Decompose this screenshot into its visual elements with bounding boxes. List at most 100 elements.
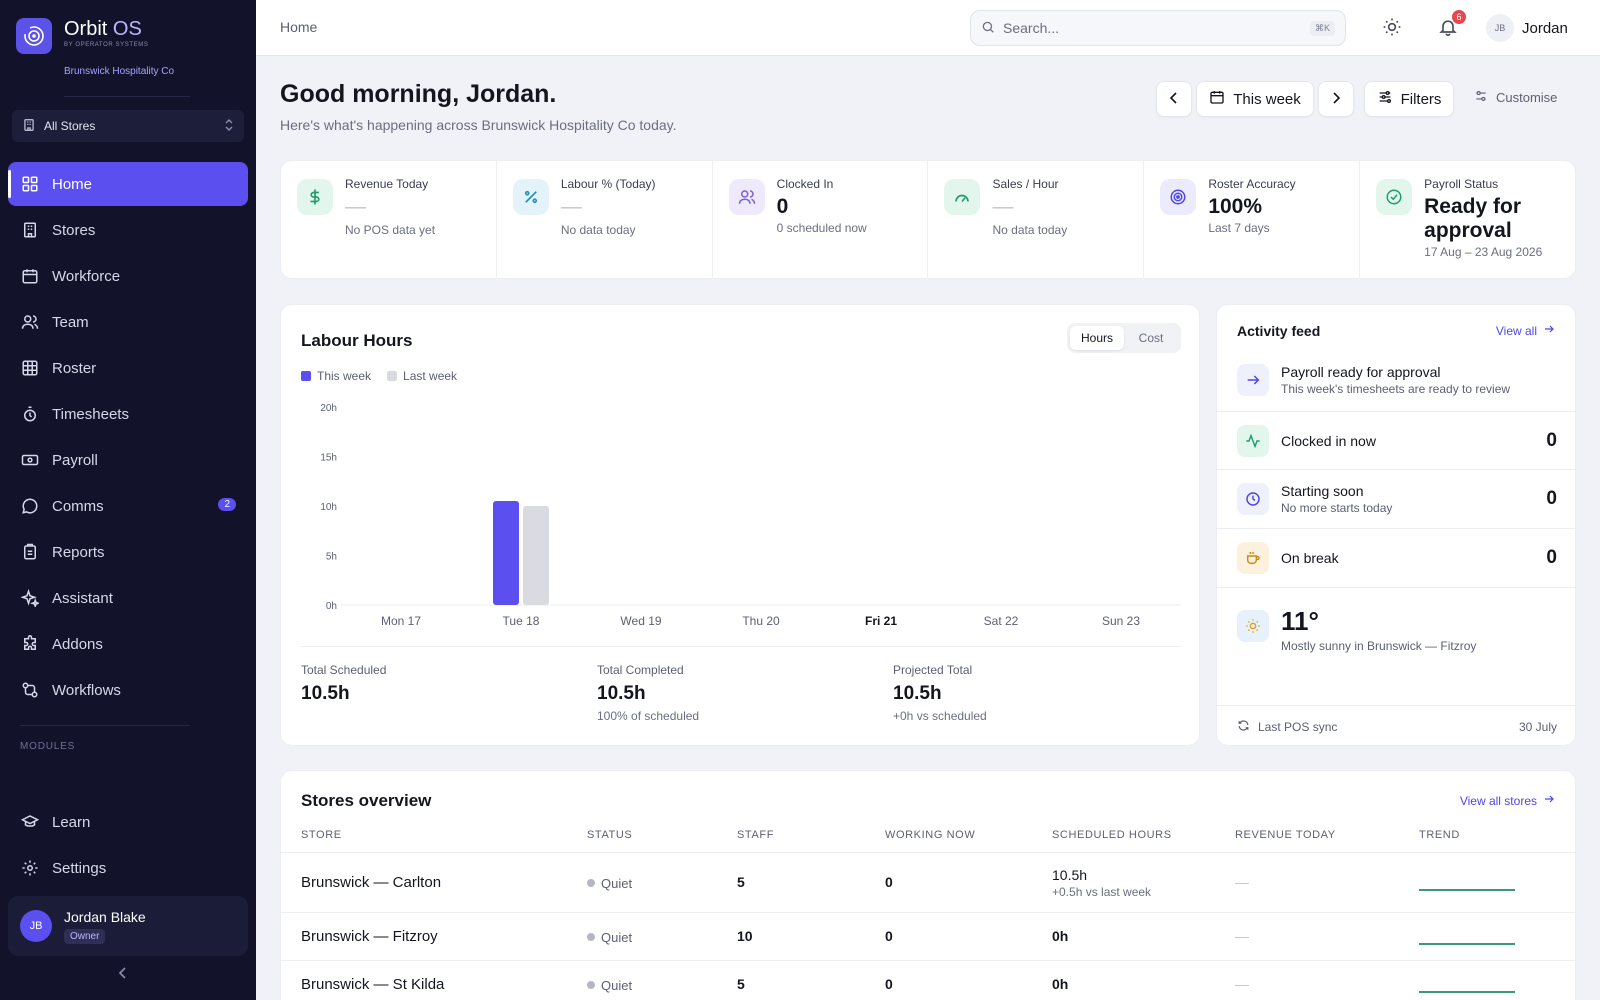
column-header-scheduled-hours[interactable]: SCHEDULED HOURS	[1052, 829, 1172, 841]
refresh-icon[interactable]	[1237, 719, 1250, 735]
table-row[interactable]: Brunswick — Carlton Quiet 5 0 10.5h +0.5…	[281, 852, 1575, 912]
activity-item[interactable]: On break 0	[1217, 528, 1575, 587]
pos-sync-label: Last POS sync	[1258, 719, 1338, 734]
search-box[interactable]: ⌘K	[970, 10, 1346, 46]
column-header-working-now[interactable]: WORKING NOW	[885, 829, 976, 841]
sidebar-item-workforce[interactable]: Workforce	[8, 254, 248, 298]
user-card[interactable]: JB Jordan Blake Owner	[8, 896, 248, 956]
kpi-sub: No data today	[992, 223, 1068, 237]
kpi-sub: No data today	[560, 223, 636, 237]
brand[interactable]: Orbit OS BY OPERATOR SYSTEMS	[16, 18, 148, 54]
sidebar-item-team[interactable]: Team	[8, 300, 248, 344]
sidebar-item-home[interactable]: Home	[8, 162, 248, 206]
theme-toggle-button[interactable]	[1380, 16, 1404, 40]
sidebar-item-addons[interactable]: Addons	[8, 622, 248, 666]
prev-period-button[interactable]	[1156, 81, 1192, 117]
collapse-sidebar-button[interactable]	[118, 966, 128, 982]
legend-label: This week	[317, 369, 372, 383]
toggle-hours[interactable]: Hours	[1070, 326, 1124, 350]
total-label: Projected Total	[893, 663, 973, 677]
activity-item[interactable]: Payroll ready for approval This week's t…	[1217, 349, 1575, 411]
table-row[interactable]: Brunswick — St Kilda Quiet 5 0 0h —	[281, 960, 1575, 1000]
total-sub: +0h vs scheduled	[893, 709, 987, 723]
card-title: Stores overview	[301, 791, 432, 810]
working-now-count: 0	[885, 874, 893, 890]
home-grid-icon	[20, 174, 40, 194]
labour-hours-card: Labour Hours Hours Cost This week Last w…	[280, 304, 1200, 746]
kpi-revenue-today[interactable]: Revenue Today — No POS data yet	[281, 161, 497, 278]
activity-item[interactable]: Starting soon No more starts today 0	[1217, 469, 1575, 528]
view-all-link[interactable]: View all	[1496, 323, 1555, 338]
sidebar-bottom-nav: Learn Settings	[8, 800, 248, 892]
filters-label: Filters	[1400, 90, 1442, 108]
table-row[interactable]: Brunswick — Fitzroy Quiet 10 0 0h —	[281, 912, 1575, 960]
column-header-trend[interactable]: TREND	[1419, 829, 1460, 841]
user-menu[interactable]: JB Jordan	[1486, 14, 1568, 42]
total-value: 10.5h	[301, 683, 350, 704]
store-name[interactable]: Brunswick — Carlton	[301, 874, 442, 891]
sidebar-item-comms[interactable]: Comms 2	[8, 484, 248, 528]
building-icon	[22, 118, 36, 135]
users-icon	[20, 312, 40, 332]
sidebar-item-stores[interactable]: Stores	[8, 208, 248, 252]
sun-icon	[1237, 610, 1269, 642]
column-header-staff[interactable]: STAFF	[737, 829, 775, 841]
kpi-clocked-in[interactable]: Clocked In 0 0 scheduled now	[713, 161, 929, 278]
trend-sparkline	[1419, 943, 1515, 945]
filters-button[interactable]: Filters	[1364, 81, 1454, 117]
kpi-labour-percent[interactable]: Labour % (Today) — No data today	[497, 161, 713, 278]
bell-icon	[1438, 17, 1458, 40]
column-header-status[interactable]: STATUS	[587, 829, 633, 841]
chart-legend: This week Last week	[301, 369, 473, 383]
legend-item[interactable]: This week	[301, 369, 371, 383]
arrow-right-icon	[1237, 364, 1269, 396]
view-all-stores-link[interactable]: View all stores	[1460, 793, 1555, 808]
kpi-sales-per-hour[interactable]: Sales / Hour — No data today	[928, 161, 1145, 278]
kpi-value: —	[992, 195, 1014, 218]
column-header-revenue-today[interactable]: REVENUE TODAY	[1235, 829, 1336, 841]
sidebar-item-learn[interactable]: Learn	[8, 800, 248, 844]
column-header-store[interactable]: STORE	[301, 829, 342, 841]
status-badge: Quiet	[587, 976, 632, 993]
legend-swatch	[387, 371, 398, 381]
store-selector[interactable]: All Stores	[12, 110, 244, 142]
sidebar-item-assistant[interactable]: Assistant	[8, 576, 248, 620]
sidebar-item-reports[interactable]: Reports	[8, 530, 248, 574]
kpi-label: Clocked In	[776, 177, 834, 191]
store-name[interactable]: Brunswick — St Kilda	[301, 976, 445, 993]
legend-item[interactable]: Last week	[387, 369, 457, 383]
trend-sparkline	[1419, 991, 1515, 993]
sidebar-item-timesheets[interactable]: Timesheets	[8, 392, 248, 436]
kpi-payroll-status[interactable]: Payroll Status Ready for approval 17 Aug…	[1360, 161, 1575, 278]
notifications-button[interactable]: 6	[1436, 10, 1466, 40]
toggle-cost[interactable]: Cost	[1138, 331, 1164, 345]
bar-last-week[interactable]	[523, 506, 549, 605]
kpi-roster-accuracy[interactable]: Roster Accuracy 100% Last 7 days	[1144, 161, 1361, 278]
sidebar-item-settings[interactable]: Settings	[8, 846, 248, 890]
customise-button[interactable]: Customise	[1474, 89, 1557, 106]
working-now-count: 0	[885, 928, 893, 944]
building-icon	[20, 220, 40, 240]
sidebar-item-workflows[interactable]: Workflows	[8, 668, 248, 712]
period-selector[interactable]: This week	[1196, 81, 1314, 117]
weather-widget[interactable]: 11° Mostly sunny in Brunswick — Fitzroy	[1217, 587, 1575, 669]
next-period-button[interactable]	[1318, 81, 1354, 117]
kpi-sub: No POS data yet	[345, 223, 436, 237]
search-input[interactable]	[1003, 20, 1310, 36]
breadcrumb[interactable]: Home	[280, 19, 318, 35]
activity-sub: No more starts today	[1281, 501, 1393, 515]
x-tick-label: Sun 23	[1102, 614, 1140, 628]
kpi-label: Revenue Today	[345, 177, 429, 191]
bar-this-week[interactable]	[493, 501, 519, 605]
sparkles-icon	[20, 588, 40, 608]
activity-title: On break	[1281, 550, 1339, 566]
store-name[interactable]: Brunswick — Fitzroy	[301, 928, 438, 945]
sidebar-item-roster[interactable]: Roster	[8, 346, 248, 390]
sidebar-item-payroll[interactable]: Payroll	[8, 438, 248, 482]
sidebar: Orbit OS BY OPERATOR SYSTEMS Brunswick H…	[0, 0, 256, 1000]
sidebar-item-label: Home	[52, 175, 93, 193]
legend-swatch	[301, 371, 311, 381]
activity-item[interactable]: Clocked in now 0	[1217, 411, 1575, 469]
staff-count: 5	[737, 874, 745, 890]
x-tick-label: Tue 18	[503, 614, 540, 628]
